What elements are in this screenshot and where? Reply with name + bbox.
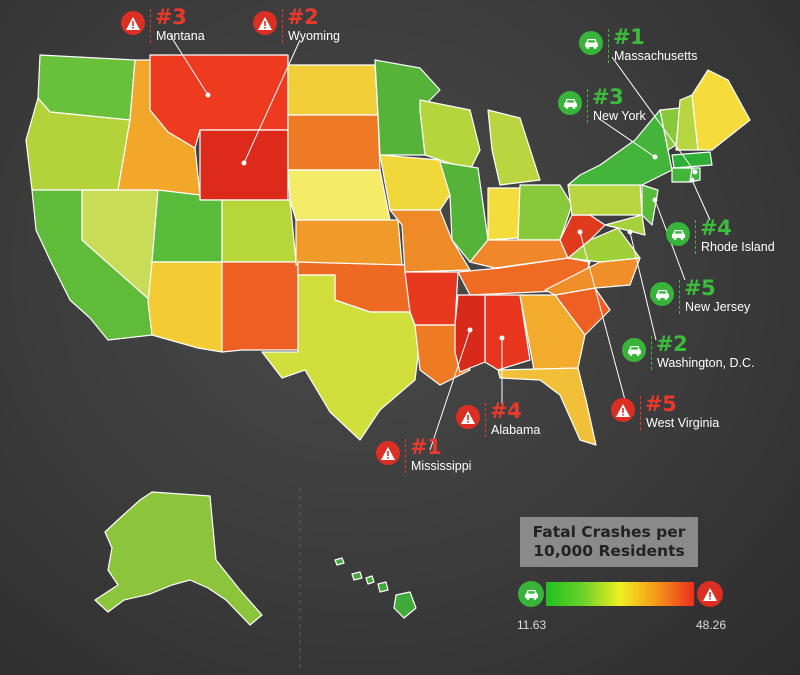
state-michigan[interactable] xyxy=(487,109,541,186)
warning-icon xyxy=(376,441,400,465)
state-nebraska[interactable] xyxy=(287,169,391,221)
state-label: New Jersey xyxy=(685,300,751,314)
rank-label: #5 xyxy=(684,276,716,300)
state-label: West Virginia xyxy=(646,416,720,430)
state-washington[interactable] xyxy=(37,54,136,121)
state-hawaii[interactable] xyxy=(334,557,417,619)
car-icon xyxy=(622,338,646,362)
state-label: Mississippi xyxy=(411,459,472,473)
rank-label: #4 xyxy=(700,216,732,240)
state-alabama[interactable] xyxy=(484,294,531,371)
rank-label: #3 xyxy=(592,85,624,109)
state-utah[interactable] xyxy=(151,189,223,263)
warning-icon xyxy=(253,11,277,35)
state-alaska[interactable] xyxy=(94,491,263,626)
warning-icon xyxy=(611,398,635,422)
state-missouri[interactable] xyxy=(389,209,471,273)
state-maryland[interactable] xyxy=(604,214,646,236)
state-massachusetts[interactable] xyxy=(671,151,713,169)
legend-max-value: 48.26 xyxy=(696,618,727,632)
state-arizona[interactable] xyxy=(147,261,223,353)
state-label: Montana xyxy=(156,29,205,43)
legend-min-value: 11.63 xyxy=(517,618,547,632)
leader-dots xyxy=(205,92,698,341)
state-maine[interactable] xyxy=(691,69,751,151)
rank-label: #5 xyxy=(645,392,677,416)
car-icon xyxy=(650,282,674,306)
rank-label: #4 xyxy=(490,399,522,423)
rank-label: #1 xyxy=(410,435,442,459)
car-icon xyxy=(666,222,690,246)
state-north-dakota[interactable] xyxy=(287,64,379,116)
legend-title-line2: 10,000 Residents xyxy=(533,542,685,560)
state-label: Alabama xyxy=(491,423,541,437)
state-new-mexico[interactable] xyxy=(221,261,299,353)
car-icon xyxy=(579,31,603,55)
car-icon xyxy=(518,581,544,607)
state-indiana[interactable] xyxy=(487,187,521,241)
warning-icon xyxy=(697,581,723,607)
rank-label: #3 xyxy=(155,5,187,29)
state-iowa[interactable] xyxy=(379,154,451,211)
state-label: Massachusetts xyxy=(614,49,698,63)
state-florida[interactable] xyxy=(497,367,597,446)
state-kansas[interactable] xyxy=(295,219,403,266)
state-texas[interactable] xyxy=(261,274,421,441)
state-connecticut[interactable] xyxy=(671,167,693,183)
state-label: Wyoming xyxy=(288,29,340,43)
rank-label: #2 xyxy=(656,332,688,356)
warning-icon xyxy=(456,405,480,429)
state-colorado[interactable] xyxy=(221,199,297,263)
state-arkansas[interactable] xyxy=(404,271,459,326)
legend-title-line1: Fatal Crashes per xyxy=(532,523,686,541)
legend-gradient-bar xyxy=(546,582,694,606)
state-pennsylvania[interactable] xyxy=(567,181,643,216)
state-south-dakota[interactable] xyxy=(287,114,381,171)
state-label: Washington, D.C. xyxy=(657,356,755,370)
state-ohio[interactable] xyxy=(517,184,573,241)
legend-title: Fatal Crashes per 10,000 Residents xyxy=(520,517,698,567)
state-new-jersey[interactable] xyxy=(641,184,659,226)
rank-label: #2 xyxy=(287,5,319,29)
warning-icon xyxy=(121,11,145,35)
car-icon xyxy=(558,91,582,115)
state-label: New York xyxy=(593,109,646,123)
rank-label: #1 xyxy=(613,25,645,49)
state-label: Rhode Island xyxy=(701,240,775,254)
